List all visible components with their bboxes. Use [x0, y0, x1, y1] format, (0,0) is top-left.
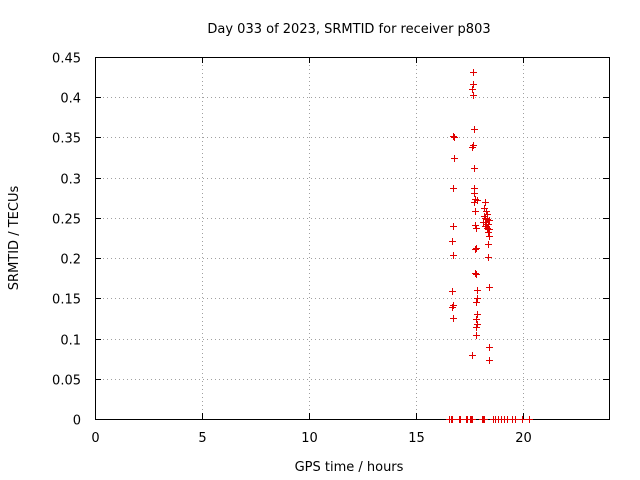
- data-point: [473, 324, 480, 331]
- data-point: [457, 416, 464, 423]
- data-point: [471, 199, 478, 206]
- y-tick-label: 0.1: [60, 334, 81, 349]
- data-point: [449, 238, 456, 245]
- data-point: [473, 271, 480, 278]
- data-point: [471, 165, 478, 172]
- data-point: [474, 311, 481, 318]
- data-point: [472, 208, 479, 215]
- data-point: [485, 254, 492, 261]
- data-point: [485, 241, 492, 248]
- data-point: [474, 287, 481, 294]
- axis-ticks: [95, 57, 609, 420]
- x-tick-label: 20: [515, 431, 532, 446]
- data-point: [474, 295, 481, 302]
- data-point: [526, 416, 533, 423]
- x-axis-label: GPS time / hours: [295, 460, 404, 475]
- data-point: [473, 299, 480, 306]
- y-tick-label: 0.25: [52, 213, 81, 228]
- y-tick-label: 0: [73, 414, 81, 429]
- data-point: [472, 222, 479, 229]
- y-tick-labels: 0 0.05 0.1 0.15 0.2 0.25 0.3 0.35 0.4 0.45: [52, 52, 81, 429]
- data-point: [486, 217, 493, 224]
- data-point: [486, 344, 493, 351]
- data-point: [472, 246, 479, 253]
- data-point: [450, 223, 457, 230]
- data-point: [450, 252, 457, 259]
- y-tick-label: 0.4: [60, 92, 81, 107]
- data-point: [451, 155, 458, 162]
- data-point: [470, 69, 477, 76]
- data-point: [481, 416, 488, 423]
- data-point: [469, 86, 476, 93]
- data-point: [473, 225, 480, 232]
- data-point: [449, 288, 456, 295]
- data-point: [469, 144, 476, 151]
- y-tick-label: 0.2: [60, 253, 81, 268]
- plot-frame: [95, 57, 610, 420]
- data-point: [474, 321, 481, 328]
- data-point: [486, 284, 493, 291]
- data-point: [512, 416, 519, 423]
- data-point: [450, 133, 457, 140]
- data-point: [469, 352, 476, 359]
- data-point: [473, 332, 480, 339]
- data-point: [472, 270, 479, 277]
- y-tick-label: 0.45: [52, 52, 81, 67]
- data-point: [486, 233, 493, 240]
- chart-title: Day 033 of 2023, SRMTID for receiver p80…: [207, 22, 490, 37]
- data-point: [449, 304, 456, 311]
- data-point: [519, 416, 526, 423]
- data-point: [451, 134, 458, 141]
- data-point: [470, 81, 477, 88]
- data-point: [486, 226, 493, 233]
- data-point: [483, 208, 490, 215]
- y-tick-label: 0.15: [52, 293, 81, 308]
- y-tick-label: 0.35: [52, 132, 81, 147]
- x-tick-label: 15: [408, 431, 425, 446]
- x-tick-labels: 0 5 10 15 20: [91, 431, 531, 446]
- data-point: [473, 245, 480, 252]
- data-point: [473, 316, 480, 323]
- y-axis-label: SRMTID / TECUs: [7, 186, 22, 291]
- data-point: [485, 229, 492, 236]
- data-point: [469, 416, 476, 423]
- data-point: [471, 126, 478, 133]
- data-point: [449, 416, 456, 423]
- data-point: [450, 315, 457, 322]
- data-point: [450, 185, 457, 192]
- y-tick-label: 0.3: [60, 173, 81, 188]
- data-point: [482, 199, 489, 206]
- data-point: [470, 92, 477, 99]
- x-tick-label: 10: [301, 431, 318, 446]
- data-point: [486, 357, 493, 364]
- y-tick-label: 0.05: [52, 374, 81, 389]
- x-tick-label: 0: [91, 431, 99, 446]
- x-tick-label: 5: [198, 431, 206, 446]
- data-point: [471, 190, 478, 197]
- data-points: [446, 69, 533, 423]
- grid-lines: [95, 57, 609, 419]
